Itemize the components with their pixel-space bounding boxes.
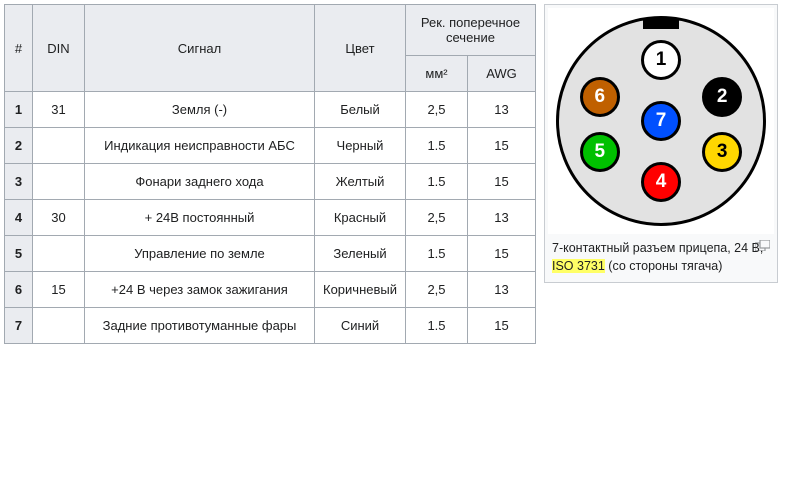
cell-mm: 1.5	[406, 164, 468, 200]
cell-mm: 2,5	[406, 200, 468, 236]
cell-signal: + 24В постоянный	[85, 200, 315, 236]
header-signal: Сигнал	[85, 5, 315, 92]
cell-signal: Индикация неисправности АБС	[85, 128, 315, 164]
connector-body: 12 345 67	[556, 16, 766, 226]
cell-color: Черный	[315, 128, 406, 164]
caption-highlight: ISO 3731	[552, 259, 605, 273]
cell-awg: 13	[468, 272, 536, 308]
pin-3: 3	[702, 132, 742, 172]
cell-din: 31	[33, 92, 85, 128]
cell-color: Зеленый	[315, 236, 406, 272]
cell-din	[33, 236, 85, 272]
table-row: 3 Фонари заднего ходаЖелтый1.515	[5, 164, 536, 200]
cell-awg: 15	[468, 128, 536, 164]
cell-awg: 15	[468, 164, 536, 200]
pin-5: 5	[580, 132, 620, 172]
cell-awg: 13	[468, 92, 536, 128]
pinout-table-body: 131Земля (-)Белый2,5132Индикация неиспра…	[5, 92, 536, 344]
header-awg: AWG	[468, 56, 536, 92]
pinout-table: # DIN Сигнал Цвет Рек. поперечное сечени…	[4, 4, 536, 344]
figure-caption: 7-контактный разъем прицепа, 24 В, ISO 3…	[548, 234, 774, 279]
cell-num: 3	[5, 164, 33, 200]
pin-2: 2	[702, 77, 742, 117]
header-section-group: Рек. поперечное сечение	[406, 5, 536, 56]
cell-mm: 2,5	[406, 272, 468, 308]
cell-num: 1	[5, 92, 33, 128]
pinout-table-container: # DIN Сигнал Цвет Рек. поперечное сечени…	[4, 4, 536, 344]
cell-num: 7	[5, 308, 33, 344]
table-row: 430+ 24В постоянныйКрасный2,513	[5, 200, 536, 236]
caption-pre: 7-контактный разъем прицепа, 24 В,	[552, 241, 763, 255]
table-row: 131Земля (-)Белый2,513	[5, 92, 536, 128]
header-mm: мм²	[406, 56, 468, 92]
connector-notch	[643, 19, 679, 29]
cell-awg: 13	[468, 200, 536, 236]
header-din: DIN	[33, 5, 85, 92]
cell-color: Коричневый	[315, 272, 406, 308]
header-num: #	[5, 5, 33, 92]
cell-awg: 15	[468, 236, 536, 272]
cell-din: 30	[33, 200, 85, 236]
table-row: 5 Управление по землеЗеленый1.515	[5, 236, 536, 272]
pin-7: 7	[641, 101, 681, 141]
cell-color: Красный	[315, 200, 406, 236]
cell-num: 6	[5, 272, 33, 308]
header-color: Цвет	[315, 5, 406, 92]
cell-mm: 1.5	[406, 308, 468, 344]
cell-num: 2	[5, 128, 33, 164]
cell-color: Белый	[315, 92, 406, 128]
cell-signal: +24 В через замок зажигания	[85, 272, 315, 308]
cell-signal: Земля (-)	[85, 92, 315, 128]
cell-color: Желтый	[315, 164, 406, 200]
pin-1: 1	[641, 40, 681, 80]
cell-signal: Управление по земле	[85, 236, 315, 272]
caption-post: (со стороны тягача)	[605, 259, 723, 273]
table-row: 615+24 В через замок зажиганияКоричневый…	[5, 272, 536, 308]
cell-mm: 2,5	[406, 92, 468, 128]
cell-mm: 1.5	[406, 236, 468, 272]
cell-num: 4	[5, 200, 33, 236]
pin-6: 6	[580, 77, 620, 117]
cell-din	[33, 164, 85, 200]
cell-din	[33, 308, 85, 344]
cell-num: 5	[5, 236, 33, 272]
cell-din	[33, 128, 85, 164]
cell-mm: 1.5	[406, 128, 468, 164]
table-row: 2 Индикация неисправности АБСЧерный1.515	[5, 128, 536, 164]
connector-diagram: 12 345 67	[548, 8, 774, 234]
cell-awg: 15	[468, 308, 536, 344]
enlarge-icon[interactable]	[755, 240, 770, 251]
pin-4: 4	[641, 162, 681, 202]
cell-signal: Фонари заднего хода	[85, 164, 315, 200]
cell-color: Синий	[315, 308, 406, 344]
cell-signal: Задние противотуманные фары	[85, 308, 315, 344]
table-row: 7 Задние противотуманные фарыСиний1.515	[5, 308, 536, 344]
connector-figure: 12 345 67 7-контактный разъем прицепа, 24 …	[544, 4, 778, 283]
cell-din: 15	[33, 272, 85, 308]
